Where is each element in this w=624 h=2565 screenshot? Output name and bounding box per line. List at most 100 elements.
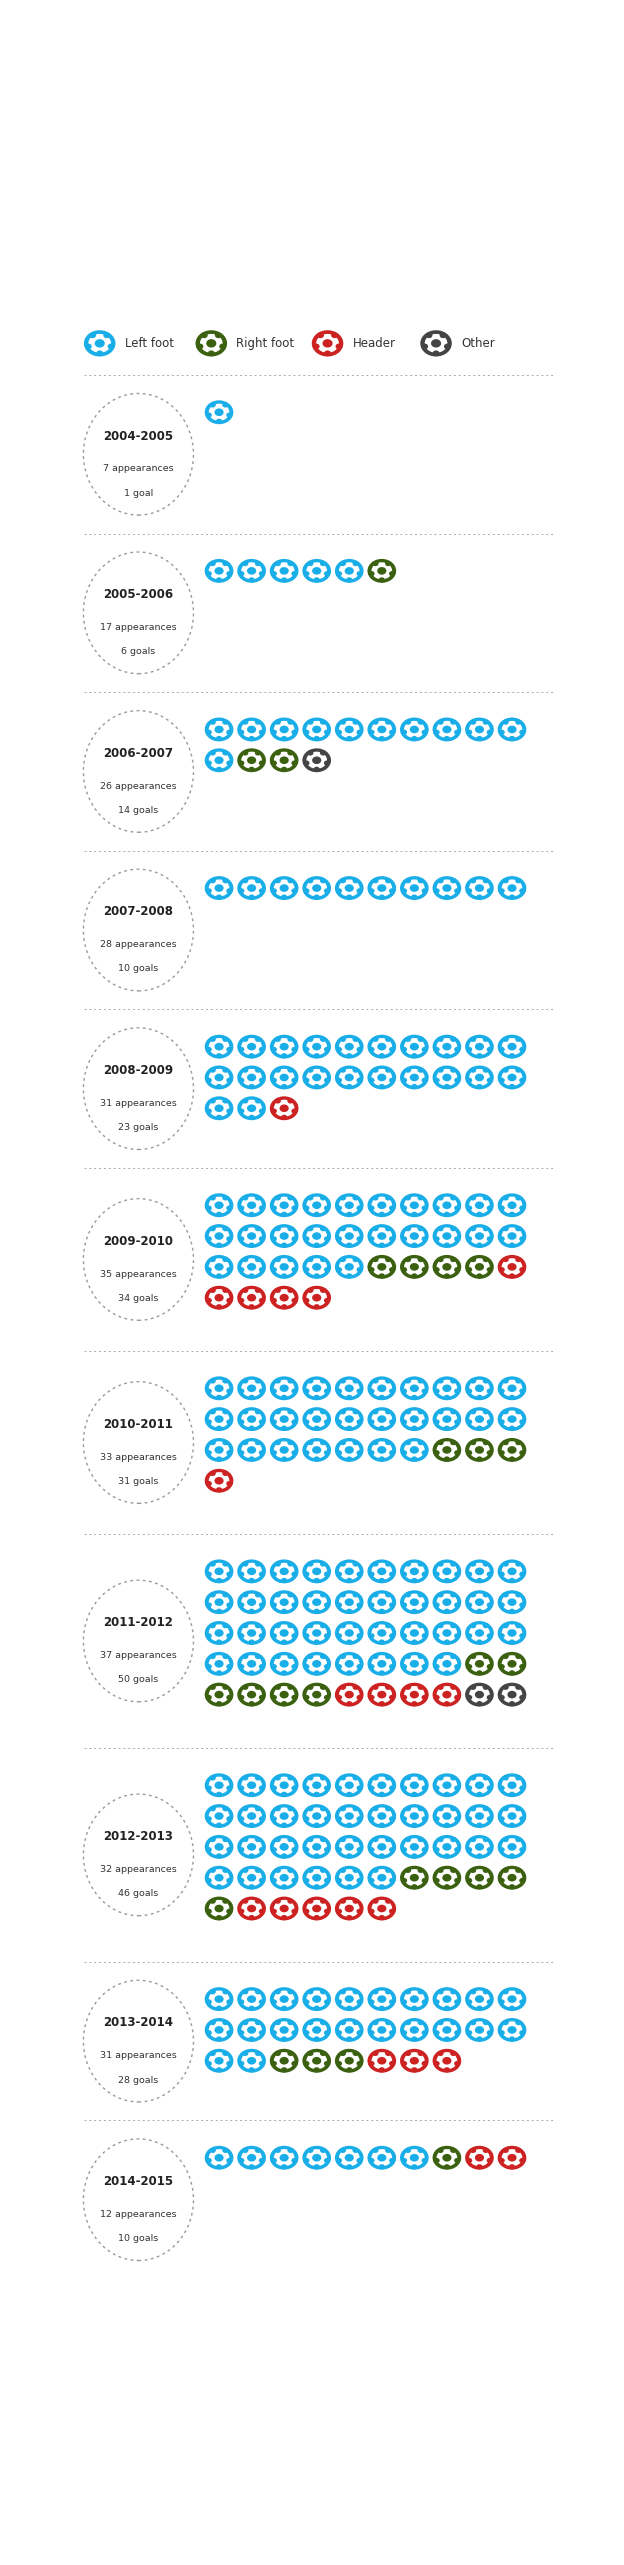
Ellipse shape: [353, 1837, 359, 1842]
Ellipse shape: [519, 728, 525, 736]
Ellipse shape: [507, 1996, 517, 2003]
Ellipse shape: [335, 1683, 364, 1706]
Ellipse shape: [509, 1241, 515, 1247]
Ellipse shape: [255, 1988, 261, 1996]
Ellipse shape: [400, 2019, 429, 2042]
Ellipse shape: [379, 1426, 385, 1431]
Ellipse shape: [469, 1229, 490, 1244]
Ellipse shape: [469, 880, 490, 898]
Ellipse shape: [303, 2049, 331, 2073]
Ellipse shape: [324, 1695, 330, 1701]
Ellipse shape: [339, 2021, 359, 2039]
Ellipse shape: [241, 1685, 262, 1703]
Ellipse shape: [210, 1288, 216, 1293]
Ellipse shape: [378, 1660, 386, 1667]
Ellipse shape: [371, 1593, 392, 1611]
Ellipse shape: [271, 1878, 277, 1883]
Ellipse shape: [275, 1867, 281, 1872]
Ellipse shape: [519, 2157, 525, 2162]
Ellipse shape: [306, 1442, 327, 1459]
Ellipse shape: [324, 1847, 330, 1852]
Ellipse shape: [324, 1418, 330, 1424]
Ellipse shape: [288, 721, 294, 726]
Ellipse shape: [515, 877, 522, 882]
Ellipse shape: [476, 1054, 482, 1059]
Ellipse shape: [434, 2029, 440, 2037]
Ellipse shape: [437, 2021, 444, 2026]
Ellipse shape: [346, 2037, 353, 2042]
Ellipse shape: [215, 1598, 223, 1606]
Ellipse shape: [270, 1803, 298, 1829]
Ellipse shape: [210, 2052, 216, 2057]
Ellipse shape: [205, 559, 233, 582]
Ellipse shape: [275, 1654, 281, 1660]
Ellipse shape: [248, 1577, 255, 1583]
Ellipse shape: [368, 1683, 396, 1706]
Ellipse shape: [507, 726, 517, 734]
Ellipse shape: [215, 567, 223, 575]
Ellipse shape: [237, 1254, 266, 1280]
Ellipse shape: [291, 1665, 298, 1670]
Ellipse shape: [404, 1778, 425, 1793]
Ellipse shape: [401, 1785, 407, 1790]
Ellipse shape: [371, 721, 392, 739]
Ellipse shape: [270, 1988, 298, 2011]
Ellipse shape: [410, 1629, 419, 1636]
Ellipse shape: [373, 1775, 379, 1780]
Ellipse shape: [288, 1036, 294, 1041]
Ellipse shape: [499, 2157, 505, 2162]
Ellipse shape: [307, 1593, 313, 1598]
Ellipse shape: [373, 1685, 379, 1690]
Ellipse shape: [307, 1036, 313, 1041]
Ellipse shape: [320, 1067, 326, 1072]
Ellipse shape: [291, 887, 298, 893]
Ellipse shape: [483, 721, 489, 726]
Ellipse shape: [291, 1108, 298, 1113]
Ellipse shape: [288, 1408, 294, 1413]
Ellipse shape: [368, 2049, 396, 2073]
Ellipse shape: [303, 1816, 310, 1821]
Ellipse shape: [275, 1806, 281, 1811]
Ellipse shape: [422, 728, 428, 736]
Ellipse shape: [324, 1998, 330, 2006]
Ellipse shape: [401, 1267, 407, 1272]
Ellipse shape: [444, 2067, 450, 2073]
Ellipse shape: [237, 1095, 266, 1121]
Ellipse shape: [312, 1690, 321, 1698]
Ellipse shape: [344, 1813, 354, 1821]
Ellipse shape: [320, 2052, 326, 2057]
Ellipse shape: [356, 1603, 363, 1608]
Ellipse shape: [237, 749, 266, 772]
Ellipse shape: [227, 1047, 233, 1052]
Ellipse shape: [247, 1075, 256, 1082]
Ellipse shape: [389, 1603, 396, 1608]
Ellipse shape: [346, 1426, 353, 1431]
Ellipse shape: [411, 2037, 417, 2042]
Ellipse shape: [470, 1439, 476, 1444]
Ellipse shape: [432, 1621, 461, 1644]
Ellipse shape: [247, 1200, 256, 1208]
Ellipse shape: [288, 1685, 294, 1690]
Ellipse shape: [339, 1624, 359, 1642]
Ellipse shape: [378, 1813, 386, 1821]
Ellipse shape: [306, 1990, 327, 2008]
Ellipse shape: [417, 1685, 424, 1690]
Ellipse shape: [410, 1875, 419, 1883]
Ellipse shape: [499, 1418, 505, 1424]
Ellipse shape: [498, 1772, 526, 1798]
Ellipse shape: [346, 1211, 353, 1216]
Ellipse shape: [303, 2157, 310, 2162]
Ellipse shape: [371, 1070, 392, 1085]
Ellipse shape: [469, 1685, 490, 1703]
Ellipse shape: [307, 1226, 313, 1231]
Ellipse shape: [238, 1908, 245, 1913]
Ellipse shape: [405, 877, 411, 882]
Ellipse shape: [371, 1808, 392, 1824]
Ellipse shape: [247, 2155, 256, 2162]
Ellipse shape: [400, 877, 429, 900]
Ellipse shape: [222, 721, 228, 726]
Ellipse shape: [320, 752, 326, 757]
Ellipse shape: [385, 1377, 391, 1383]
Ellipse shape: [241, 1624, 262, 1642]
Ellipse shape: [205, 1064, 233, 1090]
